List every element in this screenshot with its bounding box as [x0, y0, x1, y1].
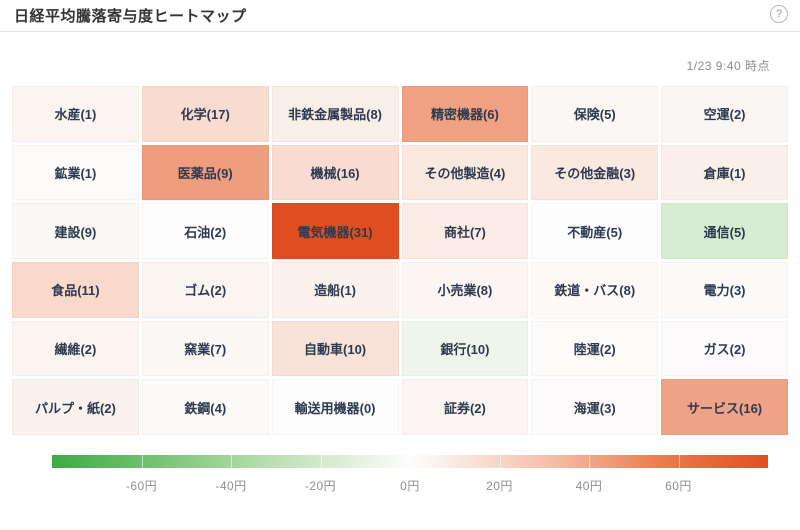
heatmap-cell-label: 化学(17)	[180, 107, 230, 123]
heatmap-cell-label: 通信(5)	[703, 224, 746, 240]
page-title: 日経平均騰落寄与度ヒートマップ	[14, 8, 247, 25]
heatmap-cell[interactable]: その他金融(3)	[531, 144, 659, 201]
heatmap-cell-label: 小売業(8)	[437, 283, 493, 299]
heatmap-cell-label: 保険(5)	[573, 107, 616, 123]
heatmap-cell-label: 水産(1)	[54, 107, 97, 123]
heatmap-cell[interactable]: 銀行(10)	[401, 320, 529, 377]
heatmap-cell[interactable]: 陸運(2)	[531, 320, 659, 377]
heatmap-cell-label: 機械(16)	[310, 165, 360, 181]
heatmap-cell-label: 自動車(10)	[304, 341, 367, 357]
heatmap-cell[interactable]: その他製造(4)	[401, 144, 529, 201]
heatmap-cell[interactable]: 電気機器(31)	[271, 203, 399, 259]
legend-tick-label: 0円	[400, 479, 420, 493]
heatmap-cell-label: その他金融(3)	[554, 165, 636, 181]
legend-colorbar	[52, 455, 768, 468]
heatmap-cell[interactable]: 建設(9)	[12, 203, 139, 259]
heatmap-cell-label: 建設(9)	[54, 224, 97, 240]
heatmap-cell[interactable]: 鉱業(1)	[12, 144, 139, 201]
legend-tick-label: 20円	[486, 479, 513, 493]
heatmap-cell[interactable]: ゴム(2)	[141, 262, 269, 318]
heatmap-cell-label: 電力(3)	[703, 283, 746, 299]
heatmap-cell-label: 海運(3)	[573, 400, 616, 416]
legend-segment-divider	[678, 455, 680, 468]
legend-tick-label: -60円	[125, 479, 158, 493]
heatmap-cell[interactable]: 造船(1)	[271, 262, 399, 318]
heatmap-cell-label: 窯業(7)	[184, 341, 227, 357]
heatmap-cell-label: 石油(2)	[184, 224, 227, 240]
as-of-timestamp: 1/23 9:40 時点	[686, 59, 770, 73]
heatmap-cell-label: 繊維(2)	[54, 341, 97, 357]
heatmap-cell[interactable]: 繊維(2)	[12, 320, 139, 377]
heatmap-cell[interactable]: 証券(2)	[401, 379, 529, 435]
heatmap-cell-label: サービス(16)	[687, 400, 763, 416]
heatmap-cell-label: 電気機器(31)	[297, 224, 373, 240]
heatmap-cell[interactable]: 鉄道・バス(8)	[531, 262, 659, 318]
legend-segment-divider	[320, 455, 322, 468]
heatmap-cell[interactable]: 海運(3)	[531, 379, 659, 435]
heatmap-cell[interactable]: 空運(2)	[661, 86, 788, 142]
heatmap-cell-label: ゴム(2)	[184, 283, 227, 299]
heatmap-cell-label: 不動産(5)	[567, 224, 623, 240]
legend-segment-divider	[231, 455, 232, 468]
heatmap-cell-label: 医薬品(9)	[177, 165, 233, 181]
heatmap-cell-label: 鉄鋼(4)	[184, 400, 227, 416]
heatmap-cell[interactable]: 通信(5)	[661, 203, 788, 259]
heatmap-cell[interactable]: 水産(1)	[12, 86, 139, 142]
heatmap-cell[interactable]: 窯業(7)	[141, 320, 269, 377]
legend: -60円 -40円 -20円 0円 20円 40円 60円	[52, 455, 768, 500]
heatmap-cell[interactable]: 化学(17)	[141, 86, 269, 142]
heatmap-cell-label: 鉄道・バス(8)	[554, 283, 636, 299]
legend-tick-label: -40円	[215, 479, 247, 493]
header-divider	[0, 31, 800, 32]
heatmap-cell[interactable]: 非鉄金属製品(8)	[271, 86, 399, 142]
legend-segment-divider	[410, 455, 411, 468]
heatmap-cell[interactable]: ガス(2)	[661, 320, 788, 377]
question-mark-icon: ?	[775, 8, 783, 20]
legend-segment-divider	[141, 455, 143, 468]
heatmap-cell-label: 証券(2)	[443, 400, 486, 416]
heatmap-cell-label: 商社(7)	[443, 224, 486, 240]
heatmap-cell-label: ガス(2)	[703, 341, 746, 357]
legend-tick-label: -20円	[304, 479, 337, 493]
heatmap-cell-label: 造船(1)	[314, 283, 357, 299]
heatmap-cell-label: 精密機器(6)	[430, 107, 499, 123]
heatmap-cell[interactable]: 機械(16)	[271, 144, 399, 201]
heatmap-cell-label: 空運(2)	[703, 107, 746, 123]
help-button[interactable]: ?	[770, 5, 788, 23]
heatmap-cell[interactable]: 電力(3)	[661, 262, 788, 318]
legend-segment-divider	[589, 455, 590, 468]
heatmap-cell[interactable]: 医薬品(9)	[141, 144, 269, 201]
heatmap-cell[interactable]: 商社(7)	[401, 203, 529, 259]
heatmap-cell[interactable]: 輸送用機器(0)	[271, 379, 399, 435]
heatmap-cell[interactable]: 食品(11)	[12, 262, 139, 318]
heatmap-cell[interactable]: 石油(2)	[141, 203, 269, 259]
heatmap-cell[interactable]: 鉄鋼(4)	[141, 379, 269, 435]
heatmap-cell[interactable]: 不動産(5)	[531, 203, 659, 259]
heatmap-cell-label: 鉱業(1)	[54, 165, 97, 181]
heatmap-cell-label: その他製造(4)	[424, 165, 506, 181]
heatmap-cell[interactable]: 倉庫(1)	[661, 144, 788, 201]
heatmap-cell[interactable]: 精密機器(6)	[401, 86, 529, 142]
heatmap-cell-label: 食品(11)	[51, 283, 100, 299]
legend-segment-divider	[499, 455, 501, 468]
heatmap-cell[interactable]: 小売業(8)	[401, 262, 529, 318]
heatmap-cell-label: 陸運(2)	[573, 341, 616, 357]
heatmap-cell-label: 輸送用機器(0)	[294, 400, 376, 416]
heatmap-cell[interactable]: 保険(5)	[531, 86, 659, 142]
legend-tick-label: 60円	[665, 479, 692, 493]
heatmap-grid: 水産(1) 化学(17) 非鉄金属製品(8) 精密機器(6) 保険(5) 空運(2) 鉱業(…	[12, 86, 788, 435]
heatmap-cell-label: 倉庫(1)	[703, 165, 746, 181]
heatmap-cell-label: 非鉄金属製品(8)	[288, 107, 383, 123]
heatmap-cell[interactable]: パルプ・紙(2)	[12, 379, 139, 435]
heatmap-cell[interactable]: サービス(16)	[661, 379, 788, 435]
heatmap-cell-label: 銀行(10)	[440, 341, 490, 357]
heatmap-cell-label: パルプ・紙(2)	[34, 400, 116, 416]
heatmap-cell[interactable]: 自動車(10)	[271, 320, 399, 377]
legend-tick-label: 40円	[575, 479, 603, 493]
